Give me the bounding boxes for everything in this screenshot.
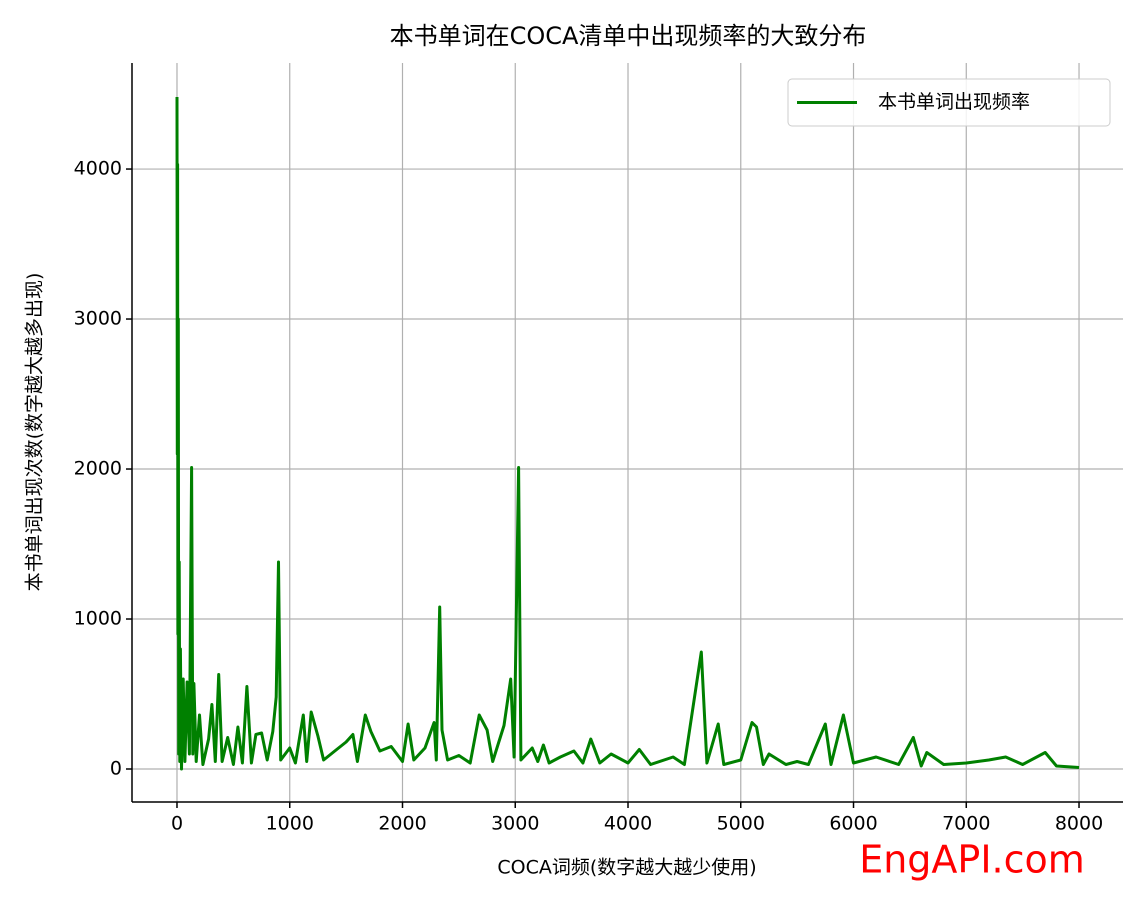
y-tick-label: 3000 (74, 308, 122, 330)
y-tick-label: 0 (110, 758, 122, 780)
data-line (175, 96, 1080, 771)
y-tick-label: 4000 (74, 158, 122, 180)
x-tick-label: 7000 (942, 813, 990, 835)
legend-label: 本书单词出现频率 (878, 91, 1030, 113)
x-tick-label: 0 (171, 813, 183, 835)
x-tick-label: 5000 (717, 813, 765, 835)
y-tick-label: 1000 (74, 608, 122, 630)
x-tick-label: 8000 (1055, 813, 1103, 835)
chart-title: 本书单词在COCA清单中出现频率的大致分布 (390, 22, 867, 50)
legend-box (787, 78, 1111, 127)
y-axis-label: 本书单词出现次数(数字越大越多出现) (24, 273, 46, 592)
y-tick-label: 2000 (74, 458, 122, 480)
x-tick-label: 1000 (266, 813, 314, 835)
x-tick-label: 2000 (378, 813, 426, 835)
watermark: EngAPI.com (859, 838, 1085, 882)
x-tick-label: 3000 (491, 813, 539, 835)
x-axis-label: COCA词频(数字越大越少使用) (497, 857, 756, 879)
x-tick-label: 4000 (604, 813, 652, 835)
x-tick-label: 6000 (829, 813, 877, 835)
